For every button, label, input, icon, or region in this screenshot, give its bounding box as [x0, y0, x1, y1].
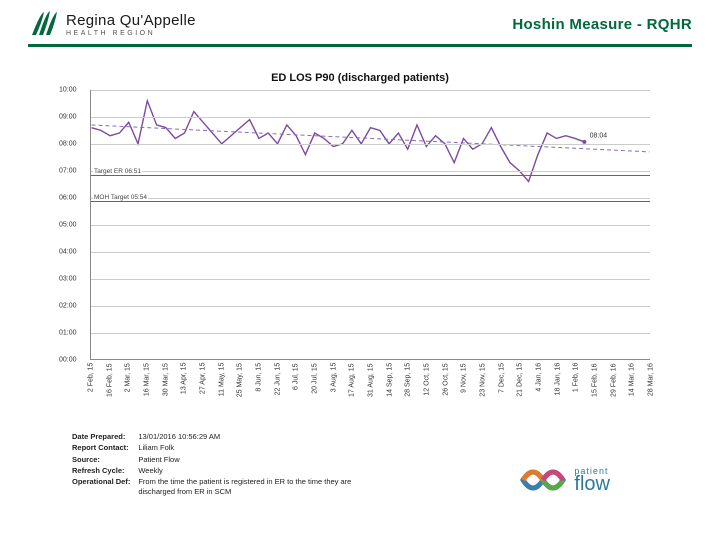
y-tick: 03:00 — [59, 276, 77, 283]
leaf-icon — [28, 10, 60, 38]
chart: ED LOS P90 (discharged patients) 00:0001… — [70, 72, 650, 360]
x-tick: 12 Oct, 15 — [424, 363, 431, 395]
x-tick: 8 Jun, 15 — [256, 363, 263, 392]
x-tick: 18 Jan, 16 — [554, 363, 561, 396]
meta-value: From the time the patient is registered … — [138, 477, 368, 496]
x-tick: 6 Jul, 15 — [293, 363, 300, 389]
meta-value: Patient Flow — [138, 455, 368, 464]
y-tick: 10:00 — [59, 87, 77, 94]
meta-label: Date Prepared: — [72, 432, 136, 441]
y-tick: 04:00 — [59, 249, 77, 256]
brand-name: Regina Qu'Appelle — [66, 12, 196, 29]
meta-label: Refresh Cycle: — [72, 466, 136, 475]
y-tick: 06:00 — [59, 195, 77, 202]
meta-label: Report Contact: — [72, 443, 136, 452]
y-tick: 02:00 — [59, 303, 77, 310]
x-tick: 27 Apr, 15 — [200, 363, 207, 395]
report-metadata: Date Prepared:13/01/2016 10:56:29 AMRepo… — [70, 430, 370, 498]
x-tick: 28 Mar, 16 — [648, 363, 655, 396]
target-line — [91, 175, 650, 176]
y-tick: 09:00 — [59, 114, 77, 121]
patient-flow-logo: patient flow — [518, 462, 610, 498]
chart-title: ED LOS P90 (discharged patients) — [70, 72, 650, 84]
y-tick: 05:00 — [59, 222, 77, 229]
x-tick: 28 Sep, 15 — [405, 363, 412, 397]
x-tick: 4 Jan, 16 — [536, 363, 543, 392]
x-tick: 13 Apr, 15 — [181, 363, 188, 395]
chart-plot: 00:0001:0002:0003:0004:0005:0006:0007:00… — [90, 90, 650, 360]
y-tick: 07:00 — [59, 168, 77, 175]
x-tick: 11 May, 15 — [218, 363, 225, 397]
slide-title: Hoshin Measure - RQHR — [512, 16, 692, 33]
y-tick: 08:00 — [59, 141, 77, 148]
x-tick: 22 Jun, 15 — [274, 363, 281, 396]
x-tick: 2 Feb, 15 — [88, 363, 95, 393]
x-tick: 15 Feb, 16 — [592, 363, 599, 396]
x-tick: 23 Nov, 15 — [480, 363, 487, 396]
x-tick: 14 Sep, 15 — [386, 363, 393, 397]
x-tick: 31 Aug, 15 — [368, 363, 375, 396]
y-tick: 01:00 — [59, 330, 77, 337]
x-tick: 3 Aug, 15 — [330, 363, 337, 393]
x-tick: 16 Mar, 15 — [144, 363, 151, 396]
x-tick: 9 Nov, 15 — [461, 363, 468, 392]
y-tick: 00:00 — [59, 357, 77, 364]
x-tick: 21 Dec, 15 — [517, 363, 524, 397]
brand-subtitle: HEALTH REGION — [66, 30, 196, 37]
meta-value: 13/01/2016 10:56:29 AM — [138, 432, 368, 441]
meta-label: Source: — [72, 455, 136, 464]
target-label: MOH Target 05:54 — [93, 194, 148, 201]
x-tick: 30 Mar, 15 — [162, 363, 169, 396]
x-tick: 14 Mar, 16 — [629, 363, 636, 396]
flow-knot-icon — [518, 462, 568, 498]
x-tick: 7 Dec, 15 — [498, 363, 505, 393]
x-tick: 26 Oct, 15 — [442, 363, 449, 395]
x-tick: 16 Feb, 15 — [106, 363, 113, 396]
meta-label: Operational Def: — [72, 477, 136, 496]
x-tick: 20 Jul, 15 — [312, 363, 319, 393]
meta-value: Liliam Folk — [138, 443, 368, 452]
footer-logo-bottom: flow — [574, 475, 610, 493]
x-tick: 17 Aug, 15 — [349, 363, 356, 396]
x-tick: 29 Feb, 16 — [610, 363, 617, 396]
data-annotation: 08:04 — [590, 133, 608, 140]
x-tick: 1 Feb, 16 — [573, 363, 580, 393]
org-logo: Regina Qu'Appelle HEALTH REGION — [28, 10, 196, 38]
header-rule — [28, 44, 692, 47]
meta-value: Weekly — [138, 466, 368, 475]
target-line — [91, 201, 650, 202]
x-tick: 25 May, 15 — [237, 363, 244, 397]
target-label: Target ER 06:51 — [93, 168, 142, 175]
x-tick: 2 Mar, 15 — [125, 363, 132, 392]
slide-header: Regina Qu'Appelle HEALTH REGION Hoshin M… — [0, 0, 720, 44]
